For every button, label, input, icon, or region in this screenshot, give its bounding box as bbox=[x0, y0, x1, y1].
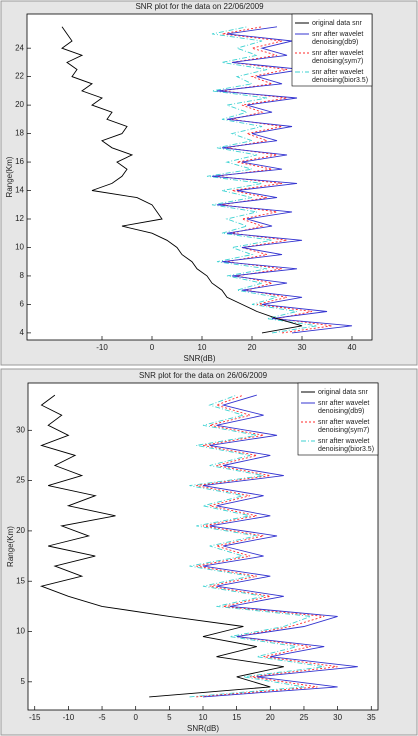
legend-line: denoising(bior3.5) bbox=[318, 446, 374, 453]
y-tick-label: 10 bbox=[16, 627, 25, 636]
x-tick-label: 20 bbox=[266, 713, 275, 722]
y-tick-label: 15 bbox=[16, 576, 25, 585]
x-tick-label: 25 bbox=[300, 713, 309, 722]
x-tick-label: -15 bbox=[29, 713, 41, 722]
x-tick-label: 30 bbox=[298, 343, 307, 352]
x-tick-label: 10 bbox=[198, 343, 207, 352]
y-tick-label: 18 bbox=[15, 129, 24, 138]
legend-box bbox=[297, 382, 379, 456]
x-tick-label: -5 bbox=[98, 713, 106, 722]
y-tick-label: 30 bbox=[16, 425, 25, 434]
x-axis-label: SNR(dB) bbox=[187, 724, 219, 733]
legend-line: snr after wavelet bbox=[312, 50, 363, 57]
legend-label: original data snr bbox=[318, 389, 368, 396]
series-line bbox=[206, 26, 318, 334]
legend-line: denoising(sym7) bbox=[312, 58, 363, 65]
y-tick-label: 12 bbox=[15, 214, 24, 223]
x-axis-label: SNR(dB) bbox=[183, 354, 215, 363]
legend-label: snr after wavelet denoising(sym7) bbox=[318, 419, 369, 434]
legend-line: denoising(bior3.5) bbox=[312, 77, 368, 84]
legend-line: snr after wavelet bbox=[318, 400, 369, 407]
x-tick-label: 15 bbox=[232, 713, 241, 722]
x-tick-label: 30 bbox=[333, 713, 342, 722]
legend-box bbox=[291, 13, 373, 87]
legend-line: denoising(sym7) bbox=[318, 427, 369, 434]
series-line bbox=[202, 394, 358, 698]
chart-title: SNR plot for the data on 22/06/2009 bbox=[135, 2, 264, 11]
x-tick-label: 5 bbox=[167, 713, 172, 722]
y-tick-label: 24 bbox=[15, 43, 24, 52]
y-tick-label: 10 bbox=[15, 243, 24, 252]
series-line bbox=[196, 394, 338, 698]
x-tick-label: 35 bbox=[367, 713, 376, 722]
legend-label: snr after wavelet denoising(sym7) bbox=[312, 50, 363, 65]
series-line bbox=[39, 394, 284, 698]
series-line bbox=[211, 26, 353, 334]
x-tick-label: 20 bbox=[248, 343, 257, 352]
legend-label: snr after wavelet denoising(bior3.5) bbox=[318, 438, 374, 453]
legend-label: snr after wavelet denoising(db9) bbox=[318, 400, 369, 415]
y-axis-label: Range(Km) bbox=[6, 526, 15, 567]
x-tick-label: 10 bbox=[199, 713, 208, 722]
legend-label: snr after wavelet denoising(bior3.5) bbox=[312, 69, 368, 84]
legend-line: snr after wavelet bbox=[318, 438, 369, 445]
series-line bbox=[216, 26, 333, 334]
y-tick-label: 22 bbox=[15, 72, 24, 81]
y-axis-label: Range(Km) bbox=[5, 156, 14, 197]
legend-line: denoising(db9) bbox=[318, 408, 364, 415]
y-tick-label: 20 bbox=[16, 526, 25, 535]
x-tick-label: -10 bbox=[63, 713, 75, 722]
chart-title: SNR plot for the data on 26/06/2009 bbox=[139, 371, 268, 380]
series-line bbox=[189, 394, 325, 698]
y-tick-label: 25 bbox=[16, 476, 25, 485]
legend-line: snr after wavelet bbox=[312, 31, 363, 38]
series-line bbox=[61, 26, 303, 334]
legend-line: denoising(db9) bbox=[312, 39, 358, 46]
y-tick-label: 5 bbox=[21, 677, 26, 686]
y-tick-label: 4 bbox=[20, 328, 25, 337]
legend-line: snr after wavelet bbox=[312, 69, 363, 76]
x-tick-label: -10 bbox=[96, 343, 108, 352]
x-tick-label: 40 bbox=[348, 343, 357, 352]
y-tick-label: 16 bbox=[15, 157, 24, 166]
y-tick-label: 8 bbox=[20, 271, 25, 280]
x-tick-label: 0 bbox=[150, 343, 155, 352]
legend-label: original data snr bbox=[312, 20, 362, 27]
y-tick-label: 6 bbox=[20, 300, 25, 309]
legend-label: snr after wavelet denoising(db9) bbox=[312, 31, 363, 46]
y-tick-label: 20 bbox=[15, 100, 24, 109]
y-tick-label: 14 bbox=[15, 186, 24, 195]
legend-line: snr after wavelet bbox=[318, 419, 369, 426]
x-tick-label: 0 bbox=[133, 713, 138, 722]
